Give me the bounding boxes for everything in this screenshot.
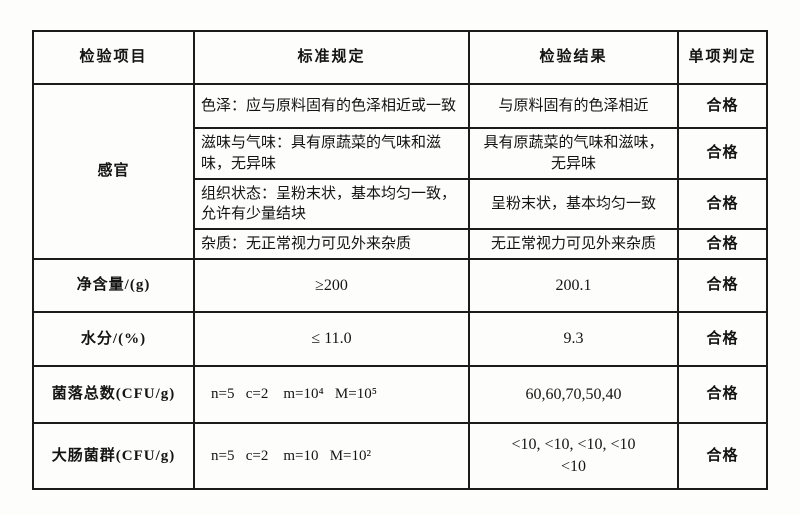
cell-judgment-impurity: 合格 [677, 228, 768, 260]
table-row-sensory-color: 感官 色泽：应与原料固有的色泽相近或一致 与原料固有的色泽相近 合格 [32, 83, 768, 260]
cell-item-total-plate-count: 菌落总数(CFU/g) [32, 365, 195, 424]
cell-result-color: 与原料固有的色泽相近 [468, 83, 679, 129]
cell-result-total-plate-count: 60,60,70,50,40 [468, 365, 679, 424]
cell-judgment-total-plate-count: 合格 [677, 365, 768, 424]
header-row: 检验项目 标准规定 检验结果 单项判定 [32, 30, 768, 85]
cell-item-net-content: 净含量/(g) [32, 258, 195, 313]
column-header-item-judgment: 单项判定 [677, 30, 768, 85]
cell-item-coliforms: 大肠菌群(CFU/g) [32, 422, 195, 490]
cell-judgment-coliforms: 合格 [677, 422, 768, 490]
cell-judgment-taste-odor: 合格 [677, 127, 768, 180]
cell-judgment-moisture: 合格 [677, 311, 768, 367]
cell-result-coliforms: <10, <10, <10, <10 <10 [468, 422, 679, 490]
table-row-net-content: 净含量/(g) ≥200 200.1 合格 [32, 258, 768, 313]
cell-standard-moisture: ≤ 11.0 [193, 311, 470, 367]
column-header-test-result: 检验结果 [468, 30, 679, 85]
cell-result-impurity: 无正常视力可见外来杂质 [468, 228, 679, 260]
table-row-sensory-taste-odor: 滋味与气味：具有原蔬菜的气味和滋 味，无异味 具有原蔬菜的气味和滋味， 无异味 … [33, 127, 768, 180]
cell-judgment-texture: 合格 [677, 178, 768, 230]
cell-result-taste-odor: 具有原蔬菜的气味和滋味， 无异味 [468, 127, 679, 180]
cell-standard-net-content: ≥200 [193, 258, 470, 313]
inspection-table-container: 检验项目 标准规定 检验结果 单项判定 感官 色泽：应与原料固有的色泽相近或一致… [32, 30, 768, 490]
column-header-standard-requirement: 标准规定 [193, 30, 470, 85]
cell-result-texture: 呈粉末状，基本均匀一致 [468, 178, 679, 230]
inspection-results-table: 检验项目 标准规定 检验结果 单项判定 感官 色泽：应与原料固有的色泽相近或一致… [32, 30, 768, 490]
cell-judgment-color: 合格 [677, 83, 768, 129]
cell-item-sensory: 感官 [32, 83, 195, 260]
table-row-sensory-texture: 组织状态：呈粉末状，基本均匀一致， 允许有少量结块 呈粉末状，基本均匀一致 合格 [33, 178, 768, 230]
cell-judgment-net-content: 合格 [677, 258, 768, 313]
cell-standard-coliforms: n=5 c=2 m=10 M=10² [193, 422, 470, 490]
cell-standard-taste-odor: 滋味与气味：具有原蔬菜的气味和滋 味，无异味 [193, 127, 470, 180]
cell-result-net-content: 200.1 [468, 258, 679, 313]
cell-result-moisture: 9.3 [468, 311, 679, 367]
column-header-inspection-item: 检验项目 [32, 30, 195, 85]
cell-standard-total-plate-count: n=5 c=2 m=10⁴ M=10⁵ [193, 365, 470, 424]
cell-standard-texture: 组织状态：呈粉末状，基本均匀一致， 允许有少量结块 [193, 178, 470, 230]
table-row-coliforms: 大肠菌群(CFU/g) n=5 c=2 m=10 M=10² <10, <10,… [32, 422, 768, 490]
table-row-moisture: 水分/(%) ≤ 11.0 9.3 合格 [32, 311, 768, 367]
table-row-sensory-impurity: 杂质：无正常视力可见外来杂质 无正常视力可见外来杂质 合格 [33, 228, 768, 260]
cell-standard-color: 色泽：应与原料固有的色泽相近或一致 [193, 83, 470, 129]
cell-standard-impurity: 杂质：无正常视力可见外来杂质 [193, 228, 470, 260]
table-row-total-plate-count: 菌落总数(CFU/g) n=5 c=2 m=10⁴ M=10⁵ 60,60,70… [32, 365, 768, 424]
cell-item-moisture: 水分/(%) [32, 311, 195, 367]
